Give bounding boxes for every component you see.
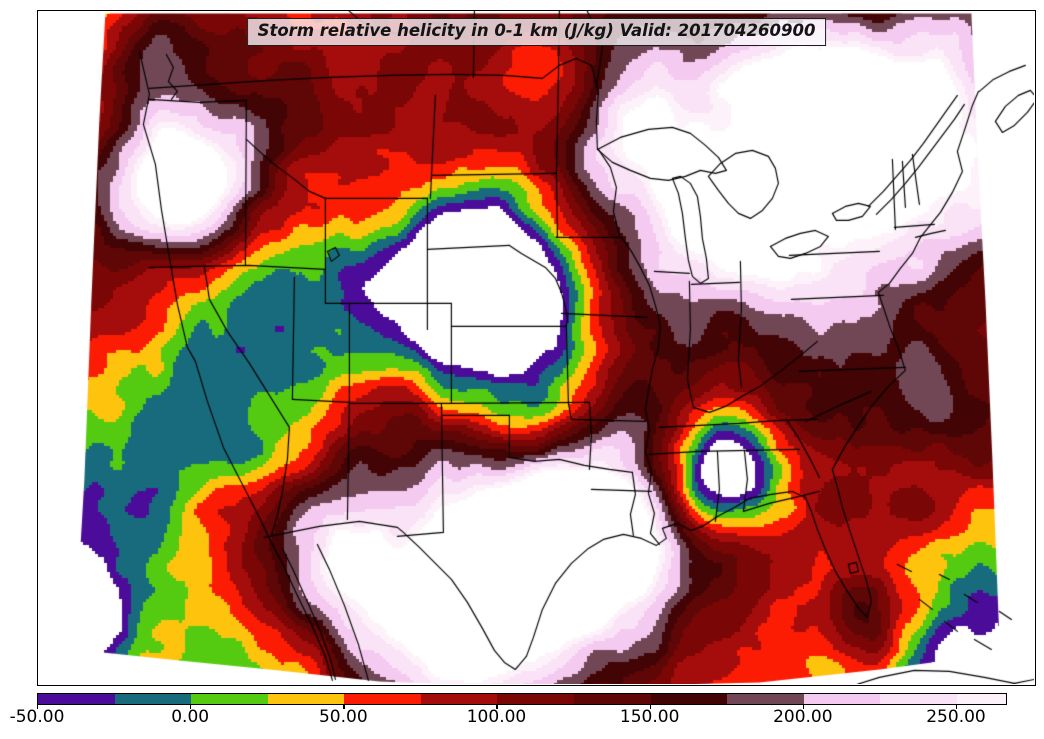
colorbar-segment	[727, 694, 805, 704]
colorbar-segment	[344, 694, 422, 704]
colorbar-segment	[650, 694, 728, 704]
colorbar-tick-mark	[343, 705, 345, 709]
map-title-box: Storm relative helicity in 0-1 km (J/kg)…	[246, 18, 827, 46]
map-plot-area: Storm relative helicity in 0-1 km (J/kg)…	[37, 10, 1036, 686]
map-title: Storm relative helicity in 0-1 km (J/kg)…	[257, 21, 816, 40]
colorbar-tick-mark	[802, 705, 804, 709]
colorbar-segment	[880, 694, 958, 704]
colorbar-segment	[803, 694, 881, 704]
colorbar-tick-mark	[496, 705, 498, 709]
colorbar-segment	[114, 694, 192, 704]
colorbar-segment	[191, 694, 269, 704]
colorbar-tick-mark	[649, 705, 651, 709]
colorbar-segment	[574, 694, 652, 704]
colorbar-segment	[38, 694, 116, 704]
us-helicity-field-canvas	[38, 11, 1034, 684]
colorbar-tick-label: 50.00	[318, 707, 368, 727]
colorbar-segment	[497, 694, 575, 704]
colorbar-tick-label: 250.00	[926, 707, 986, 727]
colorbar-tick-label: 100.00	[466, 707, 527, 727]
colorbar-tick-label: 150.00	[619, 707, 680, 727]
colorbar-tick-label: 0.00	[171, 707, 210, 727]
colorbar	[37, 693, 1007, 705]
colorbar-tick-label: -50.00	[9, 707, 65, 727]
colorbar-segment	[267, 694, 345, 704]
colorbar-tick-label: 200.00	[773, 707, 833, 727]
colorbar-segment	[420, 694, 498, 704]
colorbar-tick-mark	[37, 705, 39, 709]
colorbar-segment	[956, 694, 1006, 704]
colorbar-tick-mark	[190, 705, 192, 709]
colorbar-tick-mark	[955, 705, 958, 709]
